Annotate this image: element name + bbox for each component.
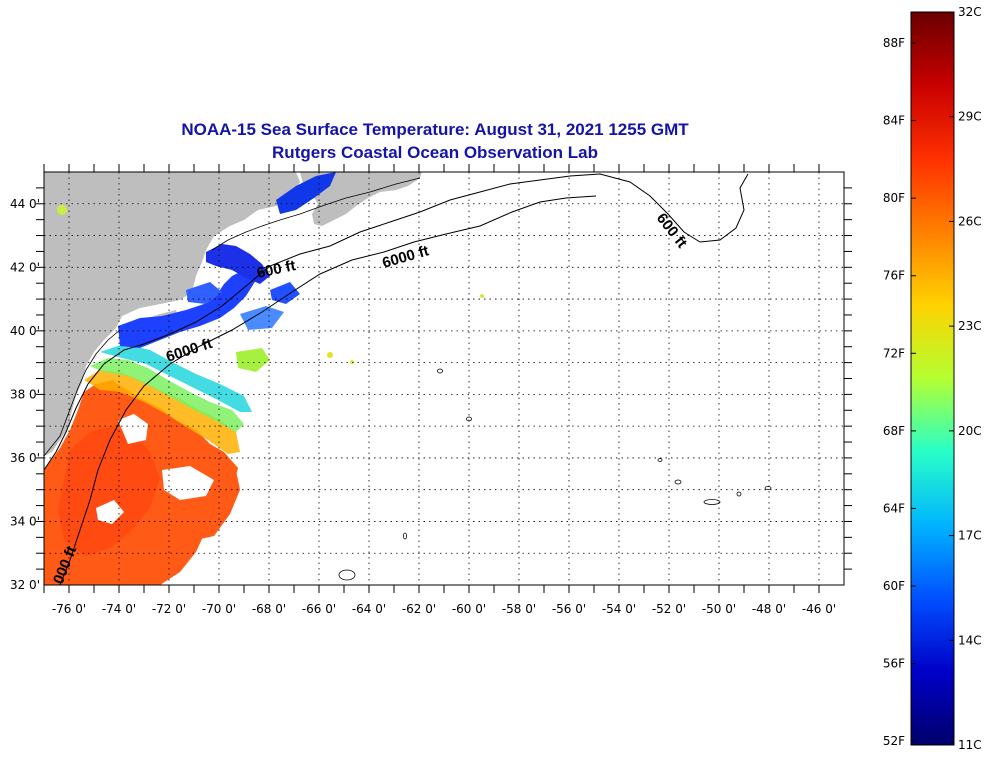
lon-label: -66 0' — [302, 602, 336, 616]
lat-label: 44 0' — [10, 197, 40, 211]
sst-cold-patch-b — [240, 306, 284, 330]
lon-label: -72 0' — [152, 602, 186, 616]
colorbar-gradient — [910, 11, 955, 746]
contour-600ft — [44, 173, 749, 471]
colorbar-label-c: 20C — [958, 424, 982, 438]
lat-label: 36 0' — [10, 451, 40, 465]
lon-label: -50 0' — [702, 602, 736, 616]
sst-cold-bay-of-fundy — [276, 172, 336, 214]
latitude-labels: 44 0' 42 0' 40 0' 38 0' 36 0' 34 0' 32 0' — [10, 197, 40, 592]
colorbar-label-f: 76F — [883, 269, 905, 283]
lon-label: -58 0' — [502, 602, 536, 616]
lon-label: -64 0' — [352, 602, 386, 616]
sst-green-band — [90, 358, 244, 432]
title-line-2: Rutgers Coastal Ocean Observation Lab — [272, 143, 598, 162]
lon-label: -52 0' — [652, 602, 686, 616]
colorbar-label-c: 14C — [958, 633, 982, 647]
colorbar-label-f: 68F — [883, 424, 905, 438]
lon-label: -60 0' — [452, 602, 486, 616]
cloud-gap-2 — [162, 466, 214, 500]
contour-6000ft — [59, 195, 597, 585]
contour-coast-line — [44, 329, 121, 457]
lon-label: -46 0' — [802, 602, 836, 616]
colorbar-label-f: 72F — [883, 346, 905, 360]
colorbar-label-f: 56F — [883, 657, 905, 671]
lat-label: 38 0' — [10, 387, 40, 401]
longitude-labels: -76 0' -74 0' -72 0' -70 0' -68 0' -66 0' -64 … — [52, 602, 836, 616]
colorbar-label-f: 64F — [883, 501, 905, 515]
axis-ticks — [36, 164, 852, 593]
sst-cyan-band — [100, 344, 252, 412]
lon-label: -70 0' — [202, 602, 236, 616]
map-title: NOAA-15 Sea Surface Temperature: August … — [40, 118, 830, 164]
lat-label: 42 0' — [10, 260, 40, 274]
sst-transition-band — [84, 370, 240, 454]
land-northeast-us — [44, 172, 300, 456]
sst-speck — [57, 205, 67, 215]
lat-label: 32 0' — [10, 578, 40, 592]
lon-label: -54 0' — [602, 602, 636, 616]
colorbar-label-c: 11C — [958, 738, 982, 752]
cloud-gap-1 — [118, 414, 148, 444]
colorbar-label-c: 29C — [958, 110, 982, 124]
lat-label: 40 0' — [10, 324, 40, 338]
lat-label: 34 0' — [10, 514, 40, 528]
lon-label: -76 0' — [52, 602, 86, 616]
colorbar-celsius-labels: 32C 29C 26C 23C 20C 17C 14C 11C — [958, 5, 982, 752]
lon-label: -74 0' — [102, 602, 136, 616]
colorbar-label-f: 80F — [883, 191, 905, 205]
colorbar-label-c: 32C — [958, 5, 982, 19]
colorbar-label-c: 17C — [958, 529, 982, 543]
sst-cold-gom — [206, 244, 270, 284]
colorbar-label-f: 52F — [883, 734, 905, 748]
lon-label: -62 0' — [402, 602, 436, 616]
lon-label: -48 0' — [752, 602, 786, 616]
graticule — [44, 172, 844, 585]
lon-label: -56 0' — [552, 602, 586, 616]
colorbar-label-f: 60F — [883, 579, 905, 593]
sst-cold-patch-c — [270, 282, 300, 304]
title-line-1: NOAA-15 Sea Surface Temperature: August … — [181, 120, 689, 139]
sst-cold-patch-a — [186, 282, 222, 304]
sst-cold-shelf — [118, 270, 256, 348]
colorbar-fahrenheit-labels: 88F 84F 80F 76F 72F 68F 64F 60F 56F 52F — [883, 36, 905, 748]
cloud-gap-3 — [96, 500, 124, 524]
colorbar-label-c: 26C — [958, 214, 982, 228]
lon-label: -68 0' — [252, 602, 286, 616]
contour-gom-inner — [211, 177, 421, 251]
sst-warm-region-core — [58, 426, 160, 556]
sst-speck — [480, 294, 484, 298]
sst-green-patch-east — [236, 348, 270, 372]
colorbar-label-c: 23C — [958, 319, 982, 333]
sst-speck — [327, 352, 333, 358]
colorbar-label-f: 84F — [883, 114, 905, 128]
colorbar-ticks — [911, 11, 954, 746]
colorbar-label-f: 88F — [883, 36, 905, 50]
